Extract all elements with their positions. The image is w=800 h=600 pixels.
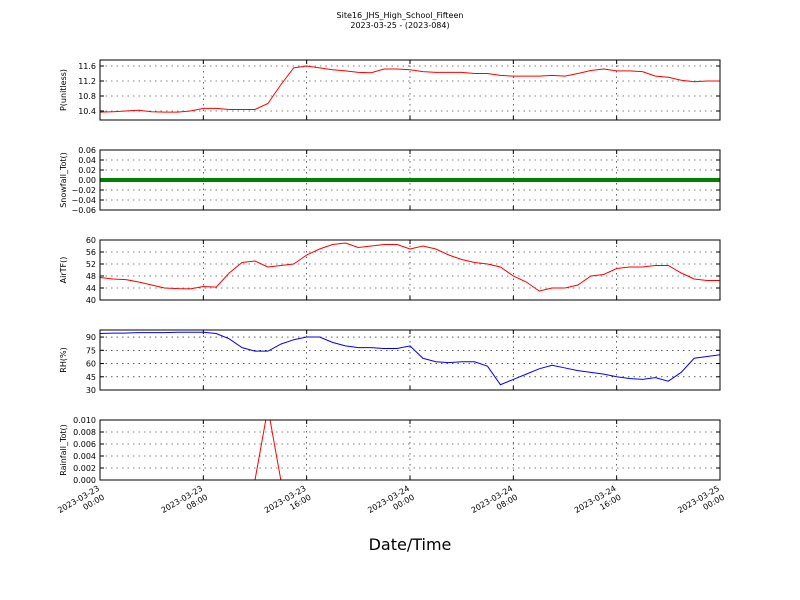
chart-subtitle: 2023-03-25 - (2023-084) [350, 21, 449, 30]
y-tick-label: 52 [86, 260, 96, 269]
y-axis-label: Rainfall_Tot() [59, 424, 68, 476]
y-axis-label: P(unitless) [59, 69, 68, 111]
y-tick-label: 0.02 [78, 166, 96, 175]
y-tick-label: 11.6 [78, 62, 96, 71]
y-tick-label: 90 [86, 333, 96, 342]
y-tick-label: 0.010 [73, 416, 96, 425]
y-tick-label: 11.2 [78, 77, 96, 86]
plot-frame [99, 149, 721, 211]
data-line [100, 420, 720, 480]
y-tick-label: 10.8 [78, 92, 96, 101]
y-tick-label: 0.008 [73, 428, 96, 437]
y-tick-label: 40 [86, 296, 96, 305]
y-tick-label: 56 [86, 248, 96, 257]
y-tick-label: 30 [86, 386, 96, 395]
y-tick-label: −0.02 [71, 186, 96, 195]
x-tick-label: 2023-03-2500:00 [676, 484, 726, 524]
y-tick-label: 60 [86, 360, 96, 369]
y-axis-label: AirTF() [59, 257, 68, 284]
plot-frame [99, 329, 721, 391]
y-tick-label: 0.06 [78, 146, 96, 155]
y-tick-label: 48 [86, 272, 96, 281]
plot-frame [99, 239, 721, 301]
y-axis-label: RH(%) [59, 347, 68, 372]
y-tick-label: 10.4 [78, 107, 96, 116]
chart-title: Site16_JHS_High_School_Fifteen [337, 11, 464, 20]
y-tick-label: 0.04 [78, 156, 96, 165]
y-tick-label: 0.000 [73, 476, 96, 485]
data-line [100, 331, 720, 386]
y-tick-label: 45 [86, 373, 96, 382]
plot-frame [99, 419, 721, 481]
y-tick-label: 44 [86, 284, 96, 293]
x-tick-label: 2023-03-2416:00 [573, 484, 623, 524]
y-tick-label: 75 [86, 346, 96, 355]
y-tick-label: 0.004 [73, 452, 96, 461]
x-tick-label: 2023-03-2300:00 [56, 484, 106, 524]
x-tick-label: 2023-03-2316:00 [263, 484, 313, 524]
x-tick-label: 2023-03-2400:00 [366, 484, 416, 524]
x-axis-label: Date/Time [369, 535, 452, 554]
y-tick-label: 60 [86, 236, 96, 245]
plot-frame [99, 59, 721, 121]
x-tick-label: 2023-03-2308:00 [160, 484, 210, 524]
y-axis-label: Snowfall_Tot() [59, 152, 68, 208]
data-line [100, 242, 720, 292]
x-tick-label: 2023-03-2408:00 [470, 484, 520, 524]
y-tick-label: 0.00 [78, 176, 96, 185]
y-tick-label: 0.002 [73, 464, 96, 473]
y-tick-label: 0.006 [73, 440, 96, 449]
data-line [100, 65, 720, 113]
y-tick-label: −0.06 [71, 206, 96, 215]
y-tick-label: −0.04 [71, 196, 96, 205]
